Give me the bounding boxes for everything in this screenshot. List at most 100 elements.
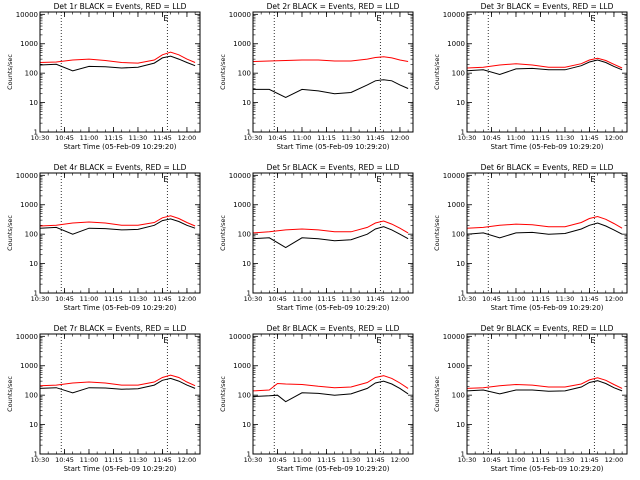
y-axis-label: Counts/sec bbox=[219, 376, 227, 412]
x-tick-label: 11:30 bbox=[342, 134, 361, 142]
y-tick-label: 10 bbox=[242, 260, 251, 268]
y-tick-label: 100 bbox=[238, 70, 251, 78]
y-tick-label: 10000 bbox=[229, 11, 251, 19]
panel-title: Det 8r BLACK = Events, RED = LLD bbox=[267, 324, 400, 333]
marker-label: E bbox=[163, 14, 168, 23]
x-tick-label: 12:00 bbox=[605, 134, 624, 142]
x-tick-label: 10:45 bbox=[482, 134, 501, 142]
y-tick-label: 100 bbox=[25, 392, 38, 400]
x-tick-label: 12:00 bbox=[391, 295, 410, 303]
plot-frame bbox=[466, 333, 628, 455]
x-tick-label: 10:45 bbox=[268, 456, 287, 464]
lld-series-line bbox=[466, 377, 623, 389]
y-tick-label: 10000 bbox=[229, 172, 251, 180]
x-axis-label: Start Time (05-Feb-09 10:29:20) bbox=[63, 465, 176, 473]
y-tick-label: 1000 bbox=[233, 362, 251, 370]
y-tick-label: 1 bbox=[247, 451, 251, 459]
y-axis-label: Counts/sec bbox=[6, 376, 14, 412]
y-tick-label: 1000 bbox=[20, 40, 38, 48]
lld-series-line bbox=[252, 375, 409, 392]
plot-frame bbox=[252, 333, 414, 455]
y-tick-label: 1000 bbox=[20, 362, 38, 370]
x-tick-label: 11:30 bbox=[556, 456, 575, 464]
x-tick-label: 11:00 bbox=[507, 134, 526, 142]
y-tick-label: 10000 bbox=[16, 333, 38, 341]
y-tick-label: 1 bbox=[247, 290, 251, 298]
panel-title: Det 4r BLACK = Events, RED = LLD bbox=[54, 163, 187, 172]
x-axis-label: Start Time (05-Feb-09 10:29:20) bbox=[276, 465, 389, 473]
x-axis-label: Start Time (05-Feb-09 10:29:20) bbox=[490, 304, 603, 312]
y-tick-label: 10 bbox=[456, 99, 465, 107]
x-tick-label: 11:30 bbox=[342, 456, 361, 464]
x-axis-label: Start Time (05-Feb-09 10:29:20) bbox=[63, 304, 176, 312]
detector-panel: Det 8r BLACK = Events, RED = LLD Counts/s… bbox=[219, 324, 414, 473]
panel-title: Det 7r BLACK = Events, RED = LLD bbox=[54, 324, 187, 333]
x-tick-label: 11:00 bbox=[293, 134, 312, 142]
x-axis-label: Start Time (05-Feb-09 10:29:20) bbox=[276, 304, 389, 312]
y-tick-label: 10 bbox=[29, 260, 38, 268]
marker-label: E bbox=[376, 14, 381, 23]
events-series-line bbox=[39, 218, 196, 235]
y-tick-label: 100 bbox=[238, 392, 251, 400]
y-tick-label: 1 bbox=[34, 290, 38, 298]
x-tick-label: 11:15 bbox=[104, 456, 123, 464]
x-tick-label: 10:30 bbox=[244, 295, 263, 303]
y-tick-label: 1 bbox=[34, 129, 38, 137]
y-tick-label: 10000 bbox=[443, 11, 465, 19]
panel-title: Det 1r BLACK = Events, RED = LLD bbox=[54, 2, 187, 11]
plot-frame bbox=[252, 11, 414, 133]
x-tick-label: 11:30 bbox=[556, 295, 575, 303]
x-tick-label: 11:15 bbox=[531, 456, 550, 464]
y-tick-label: 1000 bbox=[447, 362, 465, 370]
events-series-line bbox=[466, 59, 623, 76]
x-tick-label: 11:45 bbox=[366, 456, 385, 464]
x-tick-label: 11:30 bbox=[342, 295, 361, 303]
x-tick-label: 11:45 bbox=[580, 134, 599, 142]
events-series-line bbox=[39, 55, 196, 72]
detector-panel: Det 6r BLACK = Events, RED = LLD Counts/s… bbox=[433, 163, 628, 312]
y-tick-label: 1000 bbox=[233, 201, 251, 209]
x-tick-label: 11:45 bbox=[580, 295, 599, 303]
x-tick-label: 10:45 bbox=[55, 295, 74, 303]
x-tick-label: 10:45 bbox=[482, 295, 501, 303]
events-series-line bbox=[466, 380, 623, 395]
plot-frame bbox=[39, 333, 201, 455]
x-tick-label: 10:30 bbox=[31, 456, 50, 464]
x-tick-label: 10:45 bbox=[482, 456, 501, 464]
x-tick-label: 11:15 bbox=[317, 295, 336, 303]
detector-panel: Det 4r BLACK = Events, RED = LLD Counts/s… bbox=[6, 163, 201, 312]
marker-label: E bbox=[163, 175, 168, 184]
y-tick-label: 1 bbox=[461, 451, 465, 459]
marker-label: E bbox=[163, 336, 168, 345]
x-tick-label: 10:30 bbox=[458, 134, 477, 142]
x-tick-label: 11:15 bbox=[531, 295, 550, 303]
events-series-line bbox=[252, 380, 409, 403]
detector-panel: Det 3r BLACK = Events, RED = LLD Counts/s… bbox=[433, 2, 628, 151]
y-tick-label: 1000 bbox=[447, 201, 465, 209]
x-axis-label: Start Time (05-Feb-09 10:29:20) bbox=[63, 143, 176, 151]
panel-title: Det 3r BLACK = Events, RED = LLD bbox=[481, 2, 614, 11]
lld-series-line bbox=[39, 215, 196, 227]
y-tick-label: 1 bbox=[461, 290, 465, 298]
plot-frame bbox=[466, 172, 628, 294]
x-tick-label: 11:45 bbox=[366, 295, 385, 303]
x-tick-label: 12:00 bbox=[178, 134, 197, 142]
lld-series-line bbox=[252, 220, 409, 234]
x-tick-label: 11:00 bbox=[293, 295, 312, 303]
y-tick-label: 100 bbox=[25, 70, 38, 78]
y-tick-label: 10 bbox=[242, 421, 251, 429]
x-axis-label: Start Time (05-Feb-09 10:29:20) bbox=[490, 143, 603, 151]
detector-panel: Det 5r BLACK = Events, RED = LLD Counts/s… bbox=[219, 163, 414, 312]
x-tick-label: 11:00 bbox=[293, 456, 312, 464]
y-axis-label: Counts/sec bbox=[433, 376, 441, 412]
panel-title: Det 6r BLACK = Events, RED = LLD bbox=[481, 163, 614, 172]
x-tick-label: 11:45 bbox=[153, 456, 172, 464]
x-tick-label: 11:15 bbox=[317, 456, 336, 464]
plot-frame bbox=[39, 172, 201, 294]
y-tick-label: 10000 bbox=[443, 333, 465, 341]
plot-frame bbox=[39, 11, 201, 133]
marker-label: E bbox=[590, 336, 595, 345]
x-tick-label: 11:45 bbox=[366, 134, 385, 142]
y-axis-label: Counts/sec bbox=[433, 215, 441, 251]
